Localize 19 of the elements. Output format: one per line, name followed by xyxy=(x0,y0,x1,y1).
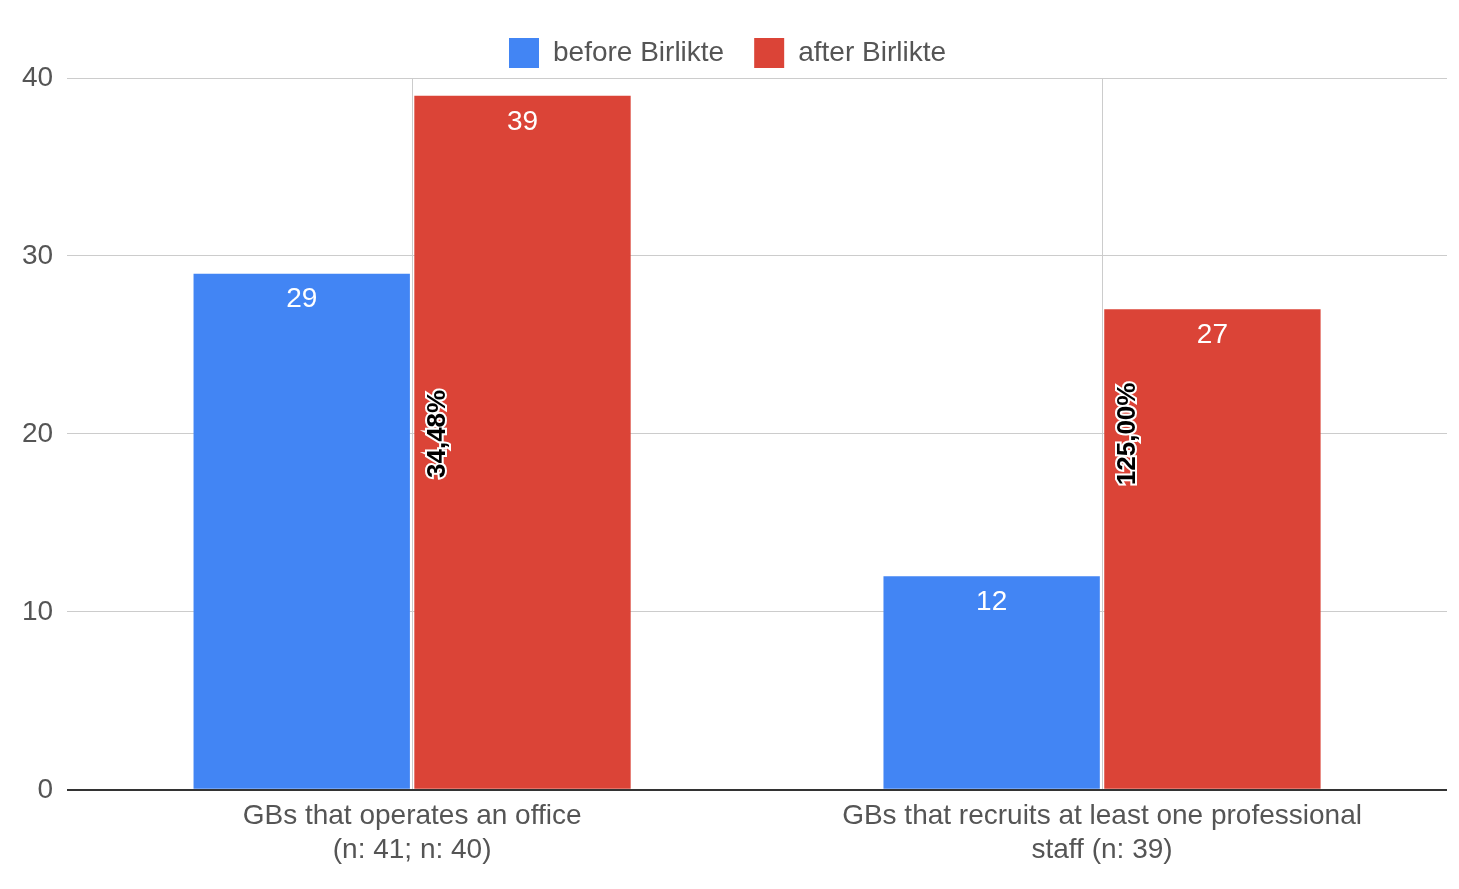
data-label: 29 xyxy=(286,282,318,314)
legend-label: after Birlikte xyxy=(798,35,947,67)
legend-label: before Birlikte xyxy=(553,35,725,67)
annotation: 125,00% xyxy=(1111,382,1142,486)
y-tick-label: 0 xyxy=(37,772,54,804)
y-tick-label: 30 xyxy=(21,238,54,270)
y-tick-label: 20 xyxy=(21,416,54,448)
x-tick-label: GBs that operates an office (n: 41; n: 40) xyxy=(242,799,582,864)
y-tick-label: 10 xyxy=(21,594,54,626)
annotation: 34,48% xyxy=(421,389,452,478)
y-tick-label: 40 xyxy=(21,60,54,92)
data-label: 39 xyxy=(506,104,539,136)
bar xyxy=(414,95,631,789)
bar xyxy=(883,576,1100,789)
x-tick-label: GBs that recruits at least one professional staff (n: 39) xyxy=(842,799,1362,864)
data-label: 12 xyxy=(976,584,1008,616)
bar xyxy=(193,273,410,789)
bar xyxy=(1104,309,1321,789)
data-label: 27 xyxy=(1196,318,1228,350)
